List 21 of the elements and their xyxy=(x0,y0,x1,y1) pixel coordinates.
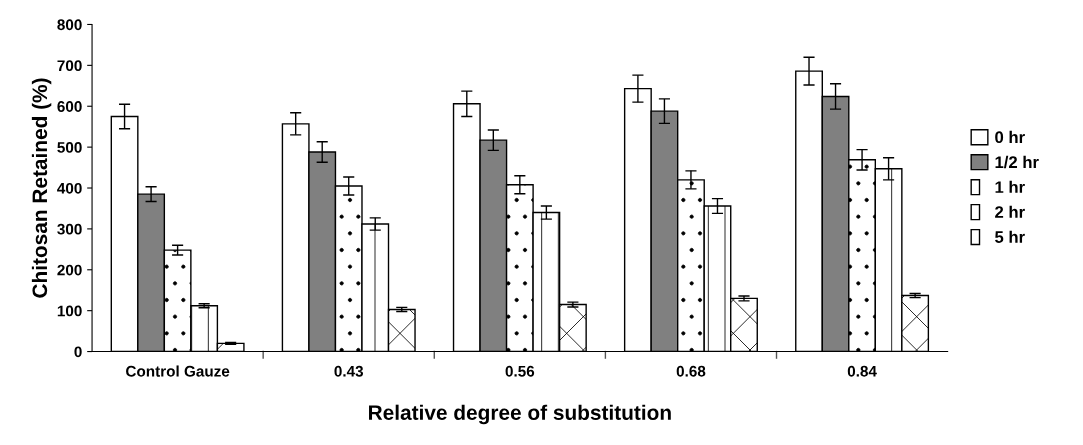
y-tick-label: 500 xyxy=(57,142,82,153)
x-tick-label: 0.43 xyxy=(334,365,364,377)
x-tick-label: Control Gauze xyxy=(126,365,230,377)
legend-label: 1 hr xyxy=(995,180,1025,193)
legend-label: 5 hr xyxy=(995,230,1025,243)
legend-label: 2 hr xyxy=(995,205,1025,218)
y-tick-label: 700 xyxy=(57,60,82,72)
y-axis-title: Chitosan Retained (%) xyxy=(31,78,52,298)
y-tick-label: 600 xyxy=(57,101,82,112)
legend-label: 1/2 hr xyxy=(995,155,1039,169)
x-axis-title: Relative degree of substitution xyxy=(369,404,671,425)
y-tick-label: 400 xyxy=(57,182,82,194)
y-tick-label: 100 xyxy=(57,305,82,317)
x-tick-label: 0.56 xyxy=(505,365,535,377)
y-tick-label: 300 xyxy=(57,223,82,235)
y-tick-label: 800 xyxy=(57,19,82,31)
x-tick-label: 0.84 xyxy=(847,365,877,377)
legend-label: 0 hr xyxy=(995,130,1025,144)
y-tick-label: 200 xyxy=(57,264,82,276)
y-tick-label: 0 xyxy=(74,346,82,358)
x-tick-label: 0.68 xyxy=(676,365,706,377)
